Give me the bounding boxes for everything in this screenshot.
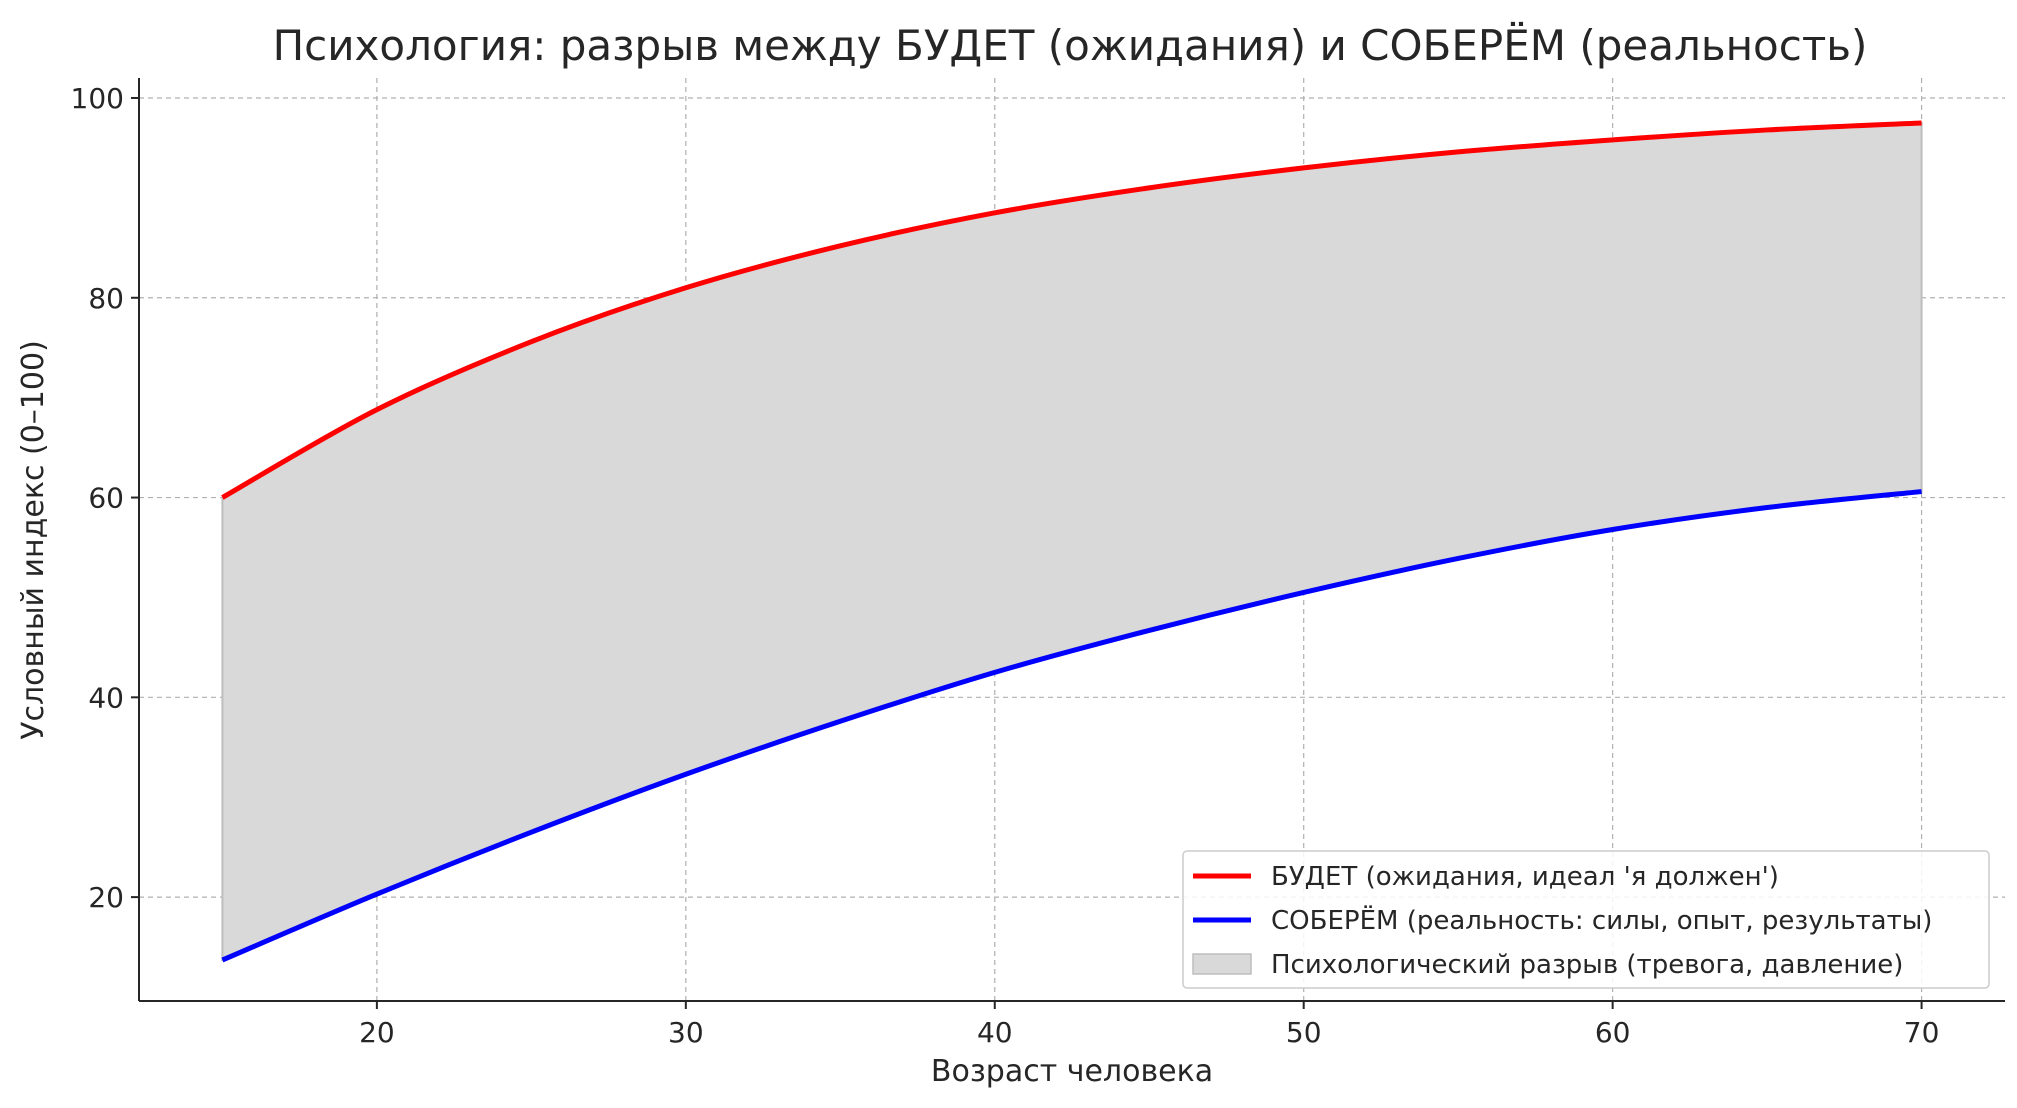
legend-label-gap: Психологический разрыв (тревога, давлени… — [1271, 950, 1903, 980]
x-tick-label: 30 — [668, 1016, 704, 1049]
y-tick-label: 60 — [88, 482, 124, 515]
axes — [138, 78, 2005, 1002]
x-tick-label: 70 — [1904, 1016, 1940, 1049]
legend-label-reality: СОБЕРЁМ (реальность: силы, опыт, результ… — [1271, 904, 1932, 936]
chart-title: Психология: разрыв между БУДЕТ (ожидания… — [273, 20, 1868, 70]
x-tick-label: 60 — [1595, 1016, 1631, 1049]
y-ticks: 20 40 60 80 100 — [71, 82, 139, 914]
x-ticks: 20 30 40 50 60 70 — [359, 1001, 1939, 1049]
legend: БУДЕТ (ожидания, идеал 'я должен') СОБЕР… — [1182, 850, 1990, 989]
y-axis-label: Условный индекс (0–100) — [16, 340, 51, 740]
x-tick-label: 20 — [359, 1016, 395, 1049]
y-tick-label: 40 — [88, 681, 124, 714]
y-tick-label: 80 — [88, 282, 124, 315]
gap-area — [221, 121, 1923, 962]
reality-line — [221, 489, 1922, 963]
x-axis-label: Возраст человека — [931, 1054, 1213, 1089]
legend-box — [1182, 850, 1990, 989]
y-tick-label: 20 — [88, 881, 124, 914]
legend-label-expectation: БУДЕТ (ожидания, идеал 'я должен') — [1271, 862, 1779, 892]
y-tick-label: 100 — [71, 82, 124, 115]
expectation-line — [221, 120, 1922, 500]
legend-swatch-gap — [1192, 953, 1252, 975]
x-tick-label: 50 — [1286, 1016, 1322, 1049]
x-tick-label: 40 — [977, 1016, 1013, 1049]
